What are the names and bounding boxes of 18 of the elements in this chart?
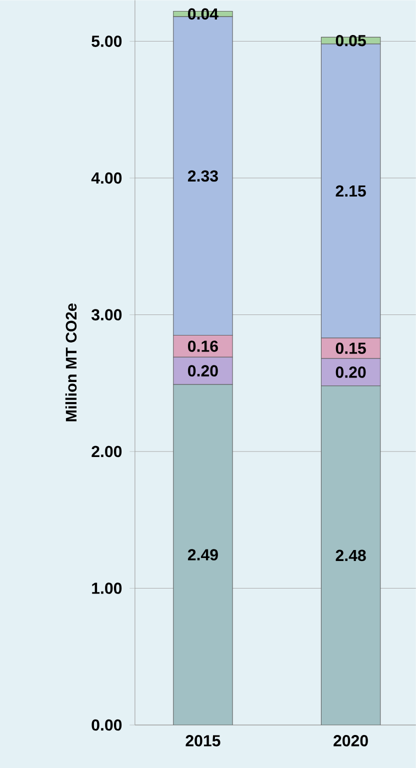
y-axis-title: Million MT CO2e bbox=[65, 304, 77, 422]
data-label: 0.20 bbox=[336, 366, 366, 378]
data-label: 2.15 bbox=[336, 185, 366, 197]
y-tick-label: 2.00 bbox=[92, 446, 122, 458]
y-tick-label: 1.00 bbox=[92, 582, 122, 594]
data-label: 0.15 bbox=[336, 342, 366, 354]
x-tick-label: 2015 bbox=[186, 735, 220, 746]
x-tick-label: 2020 bbox=[334, 735, 368, 746]
y-tick-label: 3.00 bbox=[91, 309, 122, 320]
y-tick-label: 0.00 bbox=[92, 719, 122, 731]
data-label: 2.49 bbox=[188, 549, 218, 560]
data-label: 0.05 bbox=[336, 34, 366, 46]
data-label: 0.16 bbox=[188, 340, 218, 352]
data-label: 0.20 bbox=[188, 365, 218, 376]
y-tick-label: 5.00 bbox=[92, 36, 122, 47]
data-label: 2.33 bbox=[188, 170, 218, 182]
y-tick-label: 4.00 bbox=[91, 172, 122, 184]
data-label: 2.48 bbox=[336, 550, 366, 562]
